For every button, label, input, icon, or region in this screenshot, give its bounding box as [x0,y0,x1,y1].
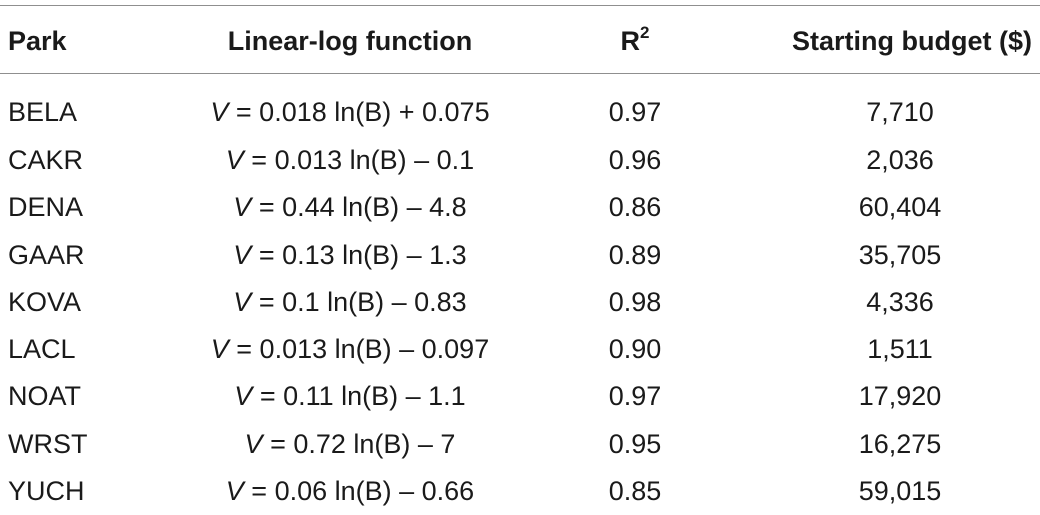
table-top-rule [0,5,1040,6]
cell-budget: 16,275 [858,429,942,459]
table-row: NOAT V = 0.11 ln(B) – 1.1 0.97 17,920 [0,372,1040,420]
cell-function: V = 0.11 ln(B) – 1.1 [180,372,520,420]
cell-r2: 0.96 [608,145,662,175]
cell-park: DENA [8,192,84,222]
cell-park: WRST [8,429,88,459]
function-variable: V [210,334,229,364]
cell-r2: 0.90 [608,334,662,364]
cell-r2: 0.86 [608,192,662,222]
function-variable: V [210,97,229,127]
cell-budget: 7,710 [866,97,934,127]
function-variable: V [225,145,244,175]
cell-budget: 59,015 [858,476,942,506]
cell-function: V = 0.013 ln(B) – 0.097 [180,325,520,373]
function-variable: V [233,287,252,317]
cell-function: V = 0.13 ln(B) – 1.3 [180,231,520,279]
cell-function: V = 0.72 ln(B) – 7 [180,420,520,468]
cell-r2: 0.95 [608,429,662,459]
cell-park: KOVA [8,287,82,317]
function-expression: = 0.13 ln(B) – 1.3 [251,240,467,270]
cell-r2: 0.85 [608,476,662,506]
function-variable: V [225,476,244,506]
function-variable: V [244,429,263,459]
function-expression: = 0.018 ln(B) + 0.075 [228,97,490,127]
cell-park: CAKR [8,145,84,175]
cell-function: V = 0.06 ln(B) – 0.66 [180,467,520,515]
cell-r2: 0.97 [608,97,662,127]
function-expression: = 0.06 ln(B) – 0.66 [243,476,475,506]
cell-r2: 0.89 [608,240,662,270]
cell-function: V = 0.44 ln(B) – 4.8 [180,183,520,231]
function-variable: V [234,381,253,411]
function-variable: V [233,192,252,222]
cell-r2: 0.97 [608,381,662,411]
table-row: BELA V = 0.018 ln(B) + 0.075 0.97 7,710 [0,88,1040,136]
cell-budget: 1,511 [867,334,933,364]
cell-budget: 60,404 [858,192,942,222]
header-budget: Starting budget ($) [792,26,1032,56]
header-park: Park [8,26,67,56]
function-expression: = 0.72 ln(B) – 7 [262,429,456,459]
cell-function: V = 0.1 ln(B) – 0.83 [180,278,520,326]
function-expression: = 0.013 ln(B) – 0.1 [243,145,475,175]
header-r2-base: R [620,26,641,56]
cell-park: GAAR [8,240,85,270]
table-row: KOVA V = 0.1 ln(B) – 0.83 0.98 4,336 [0,278,1040,326]
function-variable: V [233,240,252,270]
table-row: LACL V = 0.013 ln(B) – 0.097 0.90 1,511 [0,325,1040,373]
cell-park: NOAT [8,381,81,411]
header-r2: R2 [580,17,690,65]
cell-park: LACL [8,334,76,364]
cell-function: V = 0.018 ln(B) + 0.075 [180,88,520,136]
function-expression: = 0.013 ln(B) – 0.097 [228,334,490,364]
table-header-rule [0,73,1040,74]
function-expression: = 0.11 ln(B) – 1.1 [252,381,466,411]
function-expression: = 0.44 ln(B) – 4.8 [251,192,467,222]
table-row: DENA V = 0.44 ln(B) – 4.8 0.86 60,404 [0,183,1040,231]
table-header-row: Park Linear-log function R2 Starting bud… [0,17,1040,65]
table-row: WRST V = 0.72 ln(B) – 7 0.95 16,275 [0,420,1040,468]
cell-budget: 35,705 [858,240,942,270]
cell-park: BELA [8,97,78,127]
cell-park: YUCH [8,476,85,506]
table-row: GAAR V = 0.13 ln(B) – 1.3 0.89 35,705 [0,231,1040,279]
cell-function: V = 0.013 ln(B) – 0.1 [180,136,520,184]
cell-r2: 0.98 [608,287,662,317]
header-r2-superscript: 2 [640,23,650,42]
cell-budget: 17,920 [858,381,942,411]
header-function: Linear-log function [227,26,473,56]
cell-budget: 4,336 [866,287,934,317]
function-expression: = 0.1 ln(B) – 0.83 [251,287,467,317]
table-row: YUCH V = 0.06 ln(B) – 0.66 0.85 59,015 [0,467,1040,515]
cell-budget: 2,036 [866,145,934,175]
table-row: CAKR V = 0.013 ln(B) – 0.1 0.96 2,036 [0,136,1040,184]
